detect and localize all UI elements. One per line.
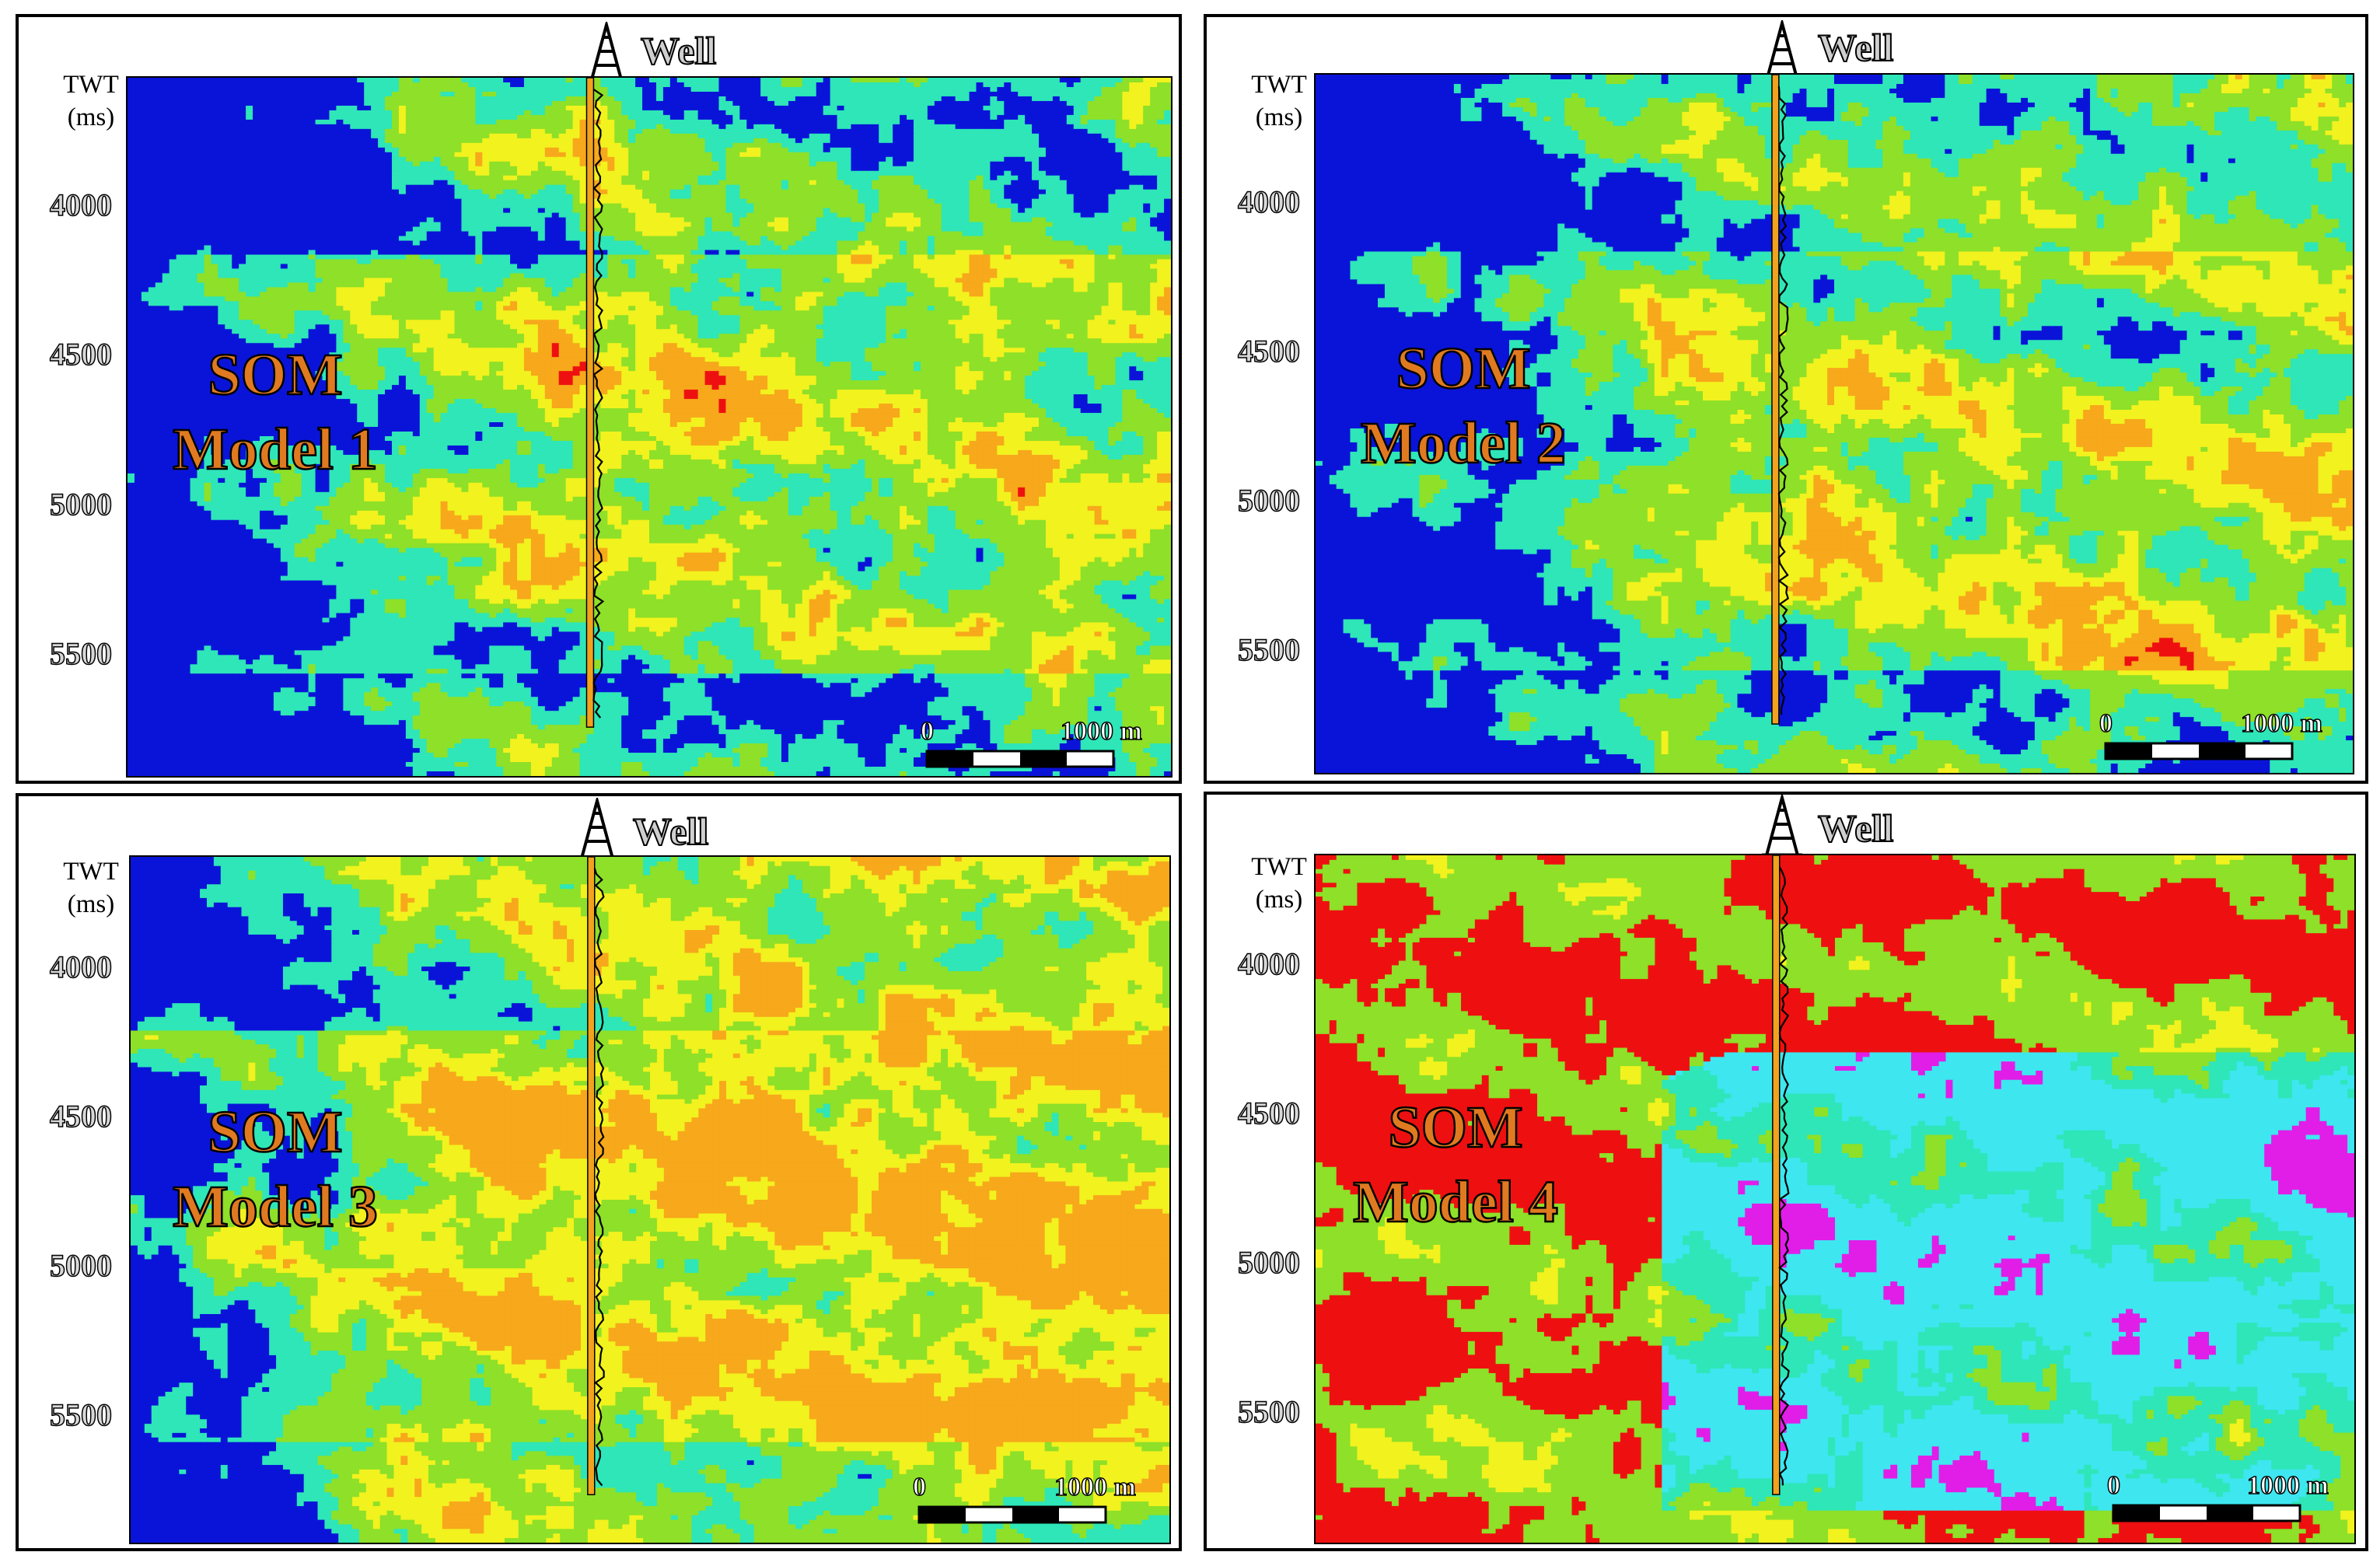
well-log-track bbox=[1772, 75, 1779, 724]
scale-end-label: 1000 m bbox=[1054, 1473, 1136, 1502]
tick-5000: 5000 bbox=[0, 486, 112, 523]
axis-title-ms: (ms) bbox=[40, 888, 142, 921]
tick-4000: 4000 bbox=[1183, 184, 1300, 220]
well-derrick-icon bbox=[1760, 795, 1804, 858]
scale-bar bbox=[2112, 1504, 2303, 1522]
scale-start-label: 0 bbox=[2107, 1471, 2120, 1501]
model-label-line1: SOM bbox=[135, 337, 415, 412]
tick-5500: 5500 bbox=[1183, 631, 1300, 668]
tick-5500: 5500 bbox=[0, 1396, 112, 1433]
scale-end-label: 1000 m bbox=[2247, 1471, 2329, 1501]
tick-4500: 4500 bbox=[0, 336, 112, 372]
well-label: Well bbox=[641, 28, 716, 73]
model-label: SOM Model 1 bbox=[135, 337, 415, 487]
scale-start-label: 0 bbox=[2099, 709, 2113, 739]
model-label-line2: Model 1 bbox=[135, 412, 415, 487]
tick-5000: 5000 bbox=[0, 1247, 112, 1284]
panel-model-2: TWT (ms) 4000 4500 5000 5500 Well SOM Mo… bbox=[1204, 14, 2368, 784]
tick-4500: 4500 bbox=[0, 1098, 112, 1134]
tick-4000: 4000 bbox=[0, 949, 112, 985]
tick-5500: 5500 bbox=[1183, 1393, 1300, 1430]
model-label-line1: SOM bbox=[1316, 1090, 1595, 1165]
model-label: SOM Model 3 bbox=[135, 1095, 415, 1244]
tick-4500: 4500 bbox=[1183, 1095, 1300, 1131]
model-label-line2: Model 3 bbox=[135, 1169, 415, 1244]
tick-4000: 4000 bbox=[1183, 946, 1300, 982]
panel-model-3: TWT (ms) 4000 4500 5000 5500 Well SOM Mo… bbox=[16, 793, 1182, 1551]
twt-axis-title: TWT (ms) bbox=[40, 855, 142, 921]
tick-5500: 5500 bbox=[0, 635, 112, 672]
model-label-line2: Model 4 bbox=[1316, 1165, 1595, 1239]
scale-end-label: 1000 m bbox=[2241, 709, 2322, 739]
well-log-track bbox=[588, 857, 595, 1494]
scale-start-label: 0 bbox=[913, 1473, 926, 1502]
scale-bar bbox=[925, 750, 1117, 768]
scale-start-label: 0 bbox=[921, 717, 934, 746]
model-label-line1: SOM bbox=[1323, 331, 1603, 406]
tick-4000: 4000 bbox=[0, 187, 112, 223]
well-label: Well bbox=[1818, 25, 1893, 70]
panel-model-1: TWT (ms) 4000 4500 5000 5500 Well SOM Mo… bbox=[16, 14, 1182, 784]
well-log-track bbox=[586, 78, 593, 727]
scale-bar bbox=[2104, 742, 2295, 760]
model-label-line2: Model 2 bbox=[1323, 406, 1603, 481]
scale-bar bbox=[917, 1505, 1109, 1524]
tick-4500: 4500 bbox=[1183, 333, 1300, 369]
panel-model-4: TWT (ms) 4000 4500 5000 5500 Well SOM Mo… bbox=[1204, 792, 2368, 1551]
well-label: Well bbox=[633, 809, 708, 854]
scale-end-label: 1000 m bbox=[1061, 717, 1142, 746]
tick-5000: 5000 bbox=[1183, 1244, 1300, 1281]
well-derrick-icon bbox=[575, 798, 619, 862]
axis-title-twt: TWT bbox=[40, 855, 142, 888]
well-label: Well bbox=[1818, 806, 1893, 851]
model-label: SOM Model 4 bbox=[1316, 1090, 1595, 1239]
model-label: SOM Model 2 bbox=[1323, 331, 1603, 481]
tick-5000: 5000 bbox=[1183, 482, 1300, 519]
model-label-line1: SOM bbox=[135, 1095, 415, 1169]
well-log-track bbox=[1773, 855, 1780, 1494]
